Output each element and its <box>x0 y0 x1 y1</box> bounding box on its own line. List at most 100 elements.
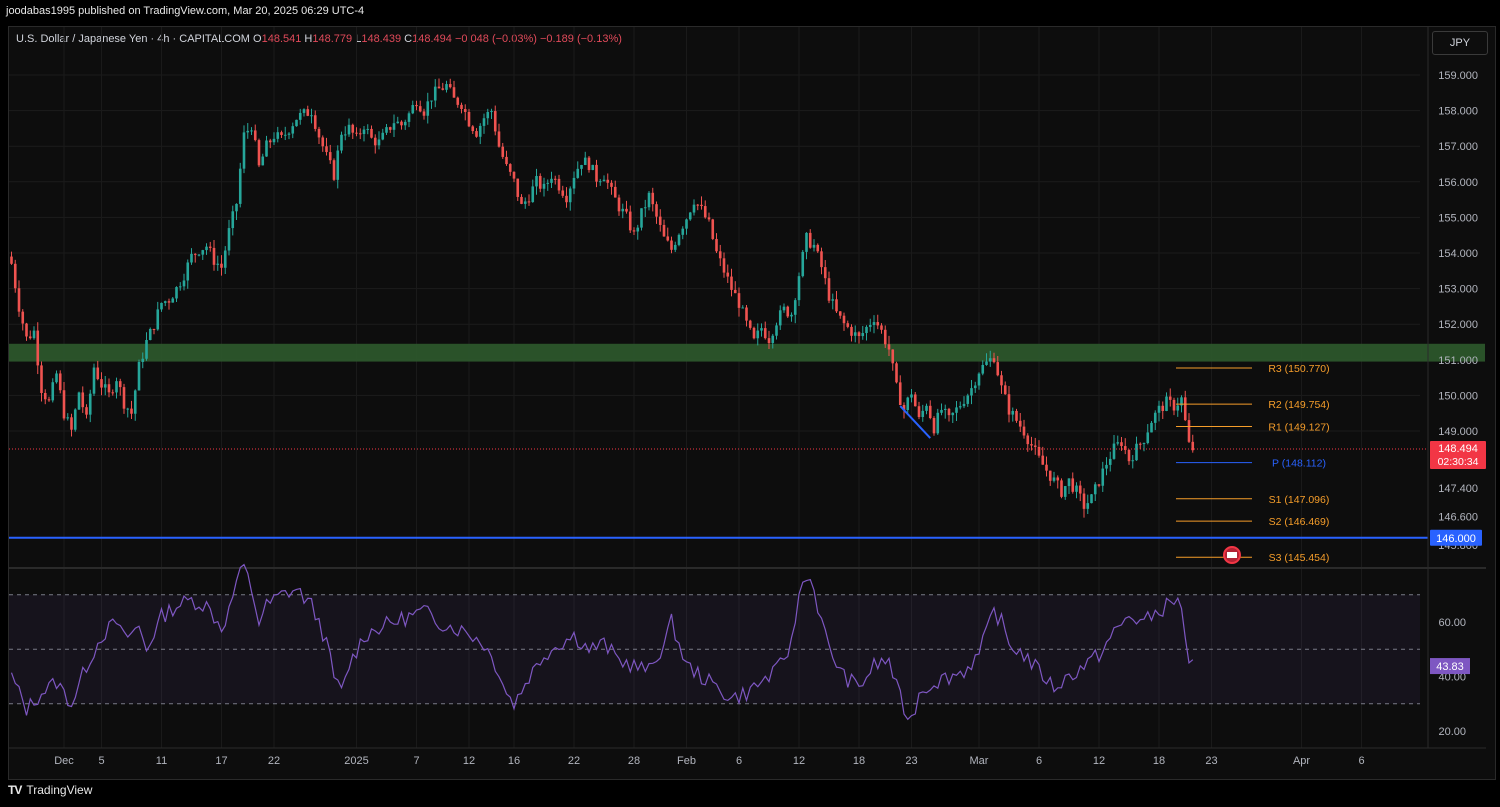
candle <box>531 186 535 203</box>
candle <box>1086 503 1090 509</box>
candle <box>835 299 838 312</box>
candle <box>985 361 988 365</box>
candle <box>190 253 193 263</box>
price-axis-tick: 153.000 <box>1438 284 1478 296</box>
us-flag-event-icon <box>1227 552 1237 558</box>
candle <box>760 328 763 331</box>
candle <box>268 140 272 143</box>
candle <box>538 175 542 189</box>
candle <box>857 332 861 337</box>
high-value: 148.779 <box>312 33 353 45</box>
time-axis-tick: Apr <box>1293 755 1310 767</box>
candle <box>700 204 703 207</box>
candle <box>463 109 467 112</box>
candle <box>820 251 823 268</box>
candle <box>816 244 820 252</box>
candle <box>497 131 501 147</box>
candle <box>936 412 940 434</box>
time-axis-tick: 28 <box>628 755 640 767</box>
candle <box>1123 446 1127 450</box>
candle <box>55 373 58 383</box>
candle <box>1097 484 1101 486</box>
candle <box>43 393 47 400</box>
candle <box>741 307 745 309</box>
candle <box>786 306 790 317</box>
price-axis-tick: 149.000 <box>1438 426 1478 438</box>
pivot-label-r2: R2 (149.754) <box>1268 399 1329 411</box>
bar-countdown: 02:30:34 <box>1438 456 1479 468</box>
candle <box>625 208 628 212</box>
candle <box>688 212 692 220</box>
candle <box>156 309 160 330</box>
candle <box>1052 477 1056 481</box>
candle <box>201 250 205 255</box>
candle <box>895 363 898 383</box>
candle <box>227 228 231 251</box>
candle <box>302 109 306 113</box>
candle <box>448 84 452 88</box>
candle <box>722 258 726 273</box>
price-axis-tick: 157.000 <box>1438 141 1478 153</box>
candle <box>407 113 411 122</box>
candle <box>535 175 538 187</box>
last-price-value: 148.494 <box>1438 443 1478 455</box>
candle <box>362 129 366 135</box>
close-label: C <box>404 33 413 45</box>
candle <box>1168 396 1172 400</box>
candle <box>617 197 621 212</box>
candle <box>426 101 430 116</box>
support-zone <box>9 343 1485 362</box>
candle <box>1060 480 1063 497</box>
candle <box>291 126 295 134</box>
brand-name: TradingView <box>26 783 93 797</box>
candle <box>422 111 426 116</box>
candle <box>265 140 268 157</box>
candle <box>808 232 812 248</box>
candle <box>1011 410 1015 415</box>
candle <box>576 168 580 178</box>
candle <box>388 127 392 130</box>
candle <box>400 121 403 126</box>
price-axis-tick: 146.600 <box>1438 511 1478 523</box>
candle <box>737 293 741 308</box>
candle <box>1090 494 1093 504</box>
candle <box>1183 397 1187 421</box>
candle <box>415 105 418 107</box>
candle <box>96 367 100 380</box>
price-axis-tick: 155.000 <box>1438 212 1478 224</box>
candle <box>77 392 81 410</box>
time-axis-tick: 2025 <box>344 755 368 767</box>
currency-button[interactable]: JPY <box>1432 31 1488 55</box>
candle <box>1131 460 1135 462</box>
candle <box>1022 426 1026 436</box>
candle <box>92 367 96 394</box>
symbol-name[interactable]: U.S. Dollar / Japanese Yen · 4h · CAPITA… <box>16 33 250 45</box>
candle <box>1105 464 1108 469</box>
time-axis-tick: 6 <box>1036 755 1042 767</box>
rsi-line <box>10 563 1194 721</box>
candle <box>343 134 347 136</box>
candle <box>670 240 673 250</box>
candle <box>445 84 448 90</box>
candle <box>925 405 928 411</box>
candle <box>317 128 321 138</box>
candle <box>111 392 115 394</box>
time-axis-tick: 12 <box>793 755 805 767</box>
candle <box>186 262 190 281</box>
candle <box>253 130 257 141</box>
candle <box>793 300 797 315</box>
candle <box>527 201 531 203</box>
change-value: −0.048 (−0.03%) <box>454 33 537 45</box>
candle <box>696 204 700 206</box>
candle <box>583 157 587 166</box>
candle <box>133 390 137 414</box>
candle <box>520 196 523 204</box>
rsi-axis-tick: 40.00 <box>1438 672 1466 684</box>
candle <box>561 190 565 196</box>
candle <box>1120 442 1123 447</box>
candle <box>145 340 148 359</box>
candle <box>801 251 805 277</box>
candle <box>261 156 265 166</box>
candle <box>711 219 715 239</box>
